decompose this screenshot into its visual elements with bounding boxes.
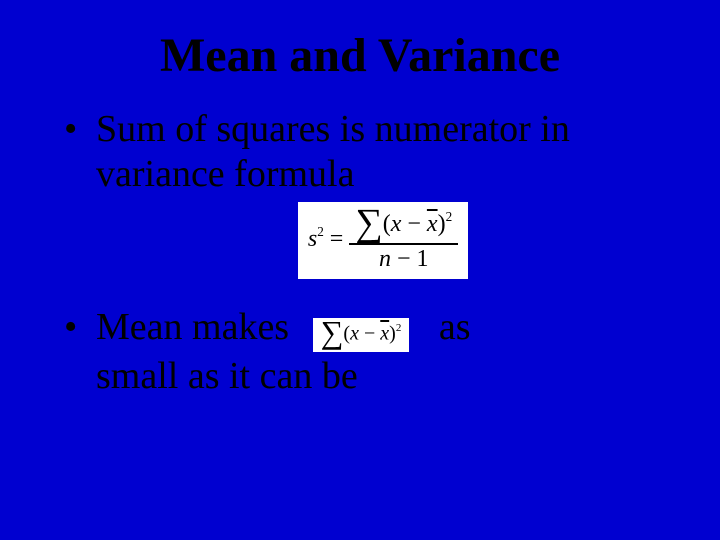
formula-main-row: s2 = ∑(x − x)2 n − 1 [96, 202, 670, 279]
num-minus: − [407, 211, 421, 237]
lhs-exp: 2 [317, 224, 324, 239]
sigma-main: ∑ [355, 208, 382, 239]
fraction: ∑(x − x)2 n − 1 [349, 208, 458, 273]
denominator: n − 1 [349, 245, 458, 273]
bullet-list: Sum of squares is numerator in variance … [60, 107, 670, 399]
slide-title: Mean and Variance [50, 30, 670, 83]
paren-open-main: ( [383, 211, 391, 237]
bullet-2-before: Mean makes [96, 306, 289, 348]
bullet-2-after: as [439, 306, 471, 348]
paren-close-inline: ) [389, 322, 396, 344]
num-exp: 2 [446, 209, 453, 224]
numerator: ∑(x − x)2 [349, 208, 458, 245]
num-x: x [391, 211, 402, 237]
num-xbar: x [427, 211, 438, 237]
slide: Mean and Variance Sum of squares is nume… [0, 0, 720, 540]
inline-xbar: x [380, 322, 389, 344]
den-minus: − [397, 246, 411, 272]
inline-exp: 2 [396, 322, 402, 334]
den-one: 1 [417, 246, 429, 272]
bullet-item-1: Sum of squares is numerator in variance … [60, 107, 670, 279]
paren-close-main: ) [438, 211, 446, 237]
den-n: n [379, 246, 391, 272]
equals-sign: = [330, 226, 344, 252]
inline-x: x [350, 322, 359, 344]
sigma-inline: ∑ [321, 320, 344, 346]
formula-sumsquares: ∑(x − x)2 [313, 318, 410, 352]
formula-variance: s2 = ∑(x − x)2 n − 1 [298, 202, 468, 279]
inline-minus: − [364, 322, 375, 344]
bullet-2-line2: small as it can be [96, 355, 358, 397]
lhs-base: s [308, 226, 317, 252]
bullet-1-text: Sum of squares is numerator in variance … [96, 108, 570, 195]
bullet-item-2: Mean makes ∑(x − x)2 as small as it can … [60, 305, 670, 398]
